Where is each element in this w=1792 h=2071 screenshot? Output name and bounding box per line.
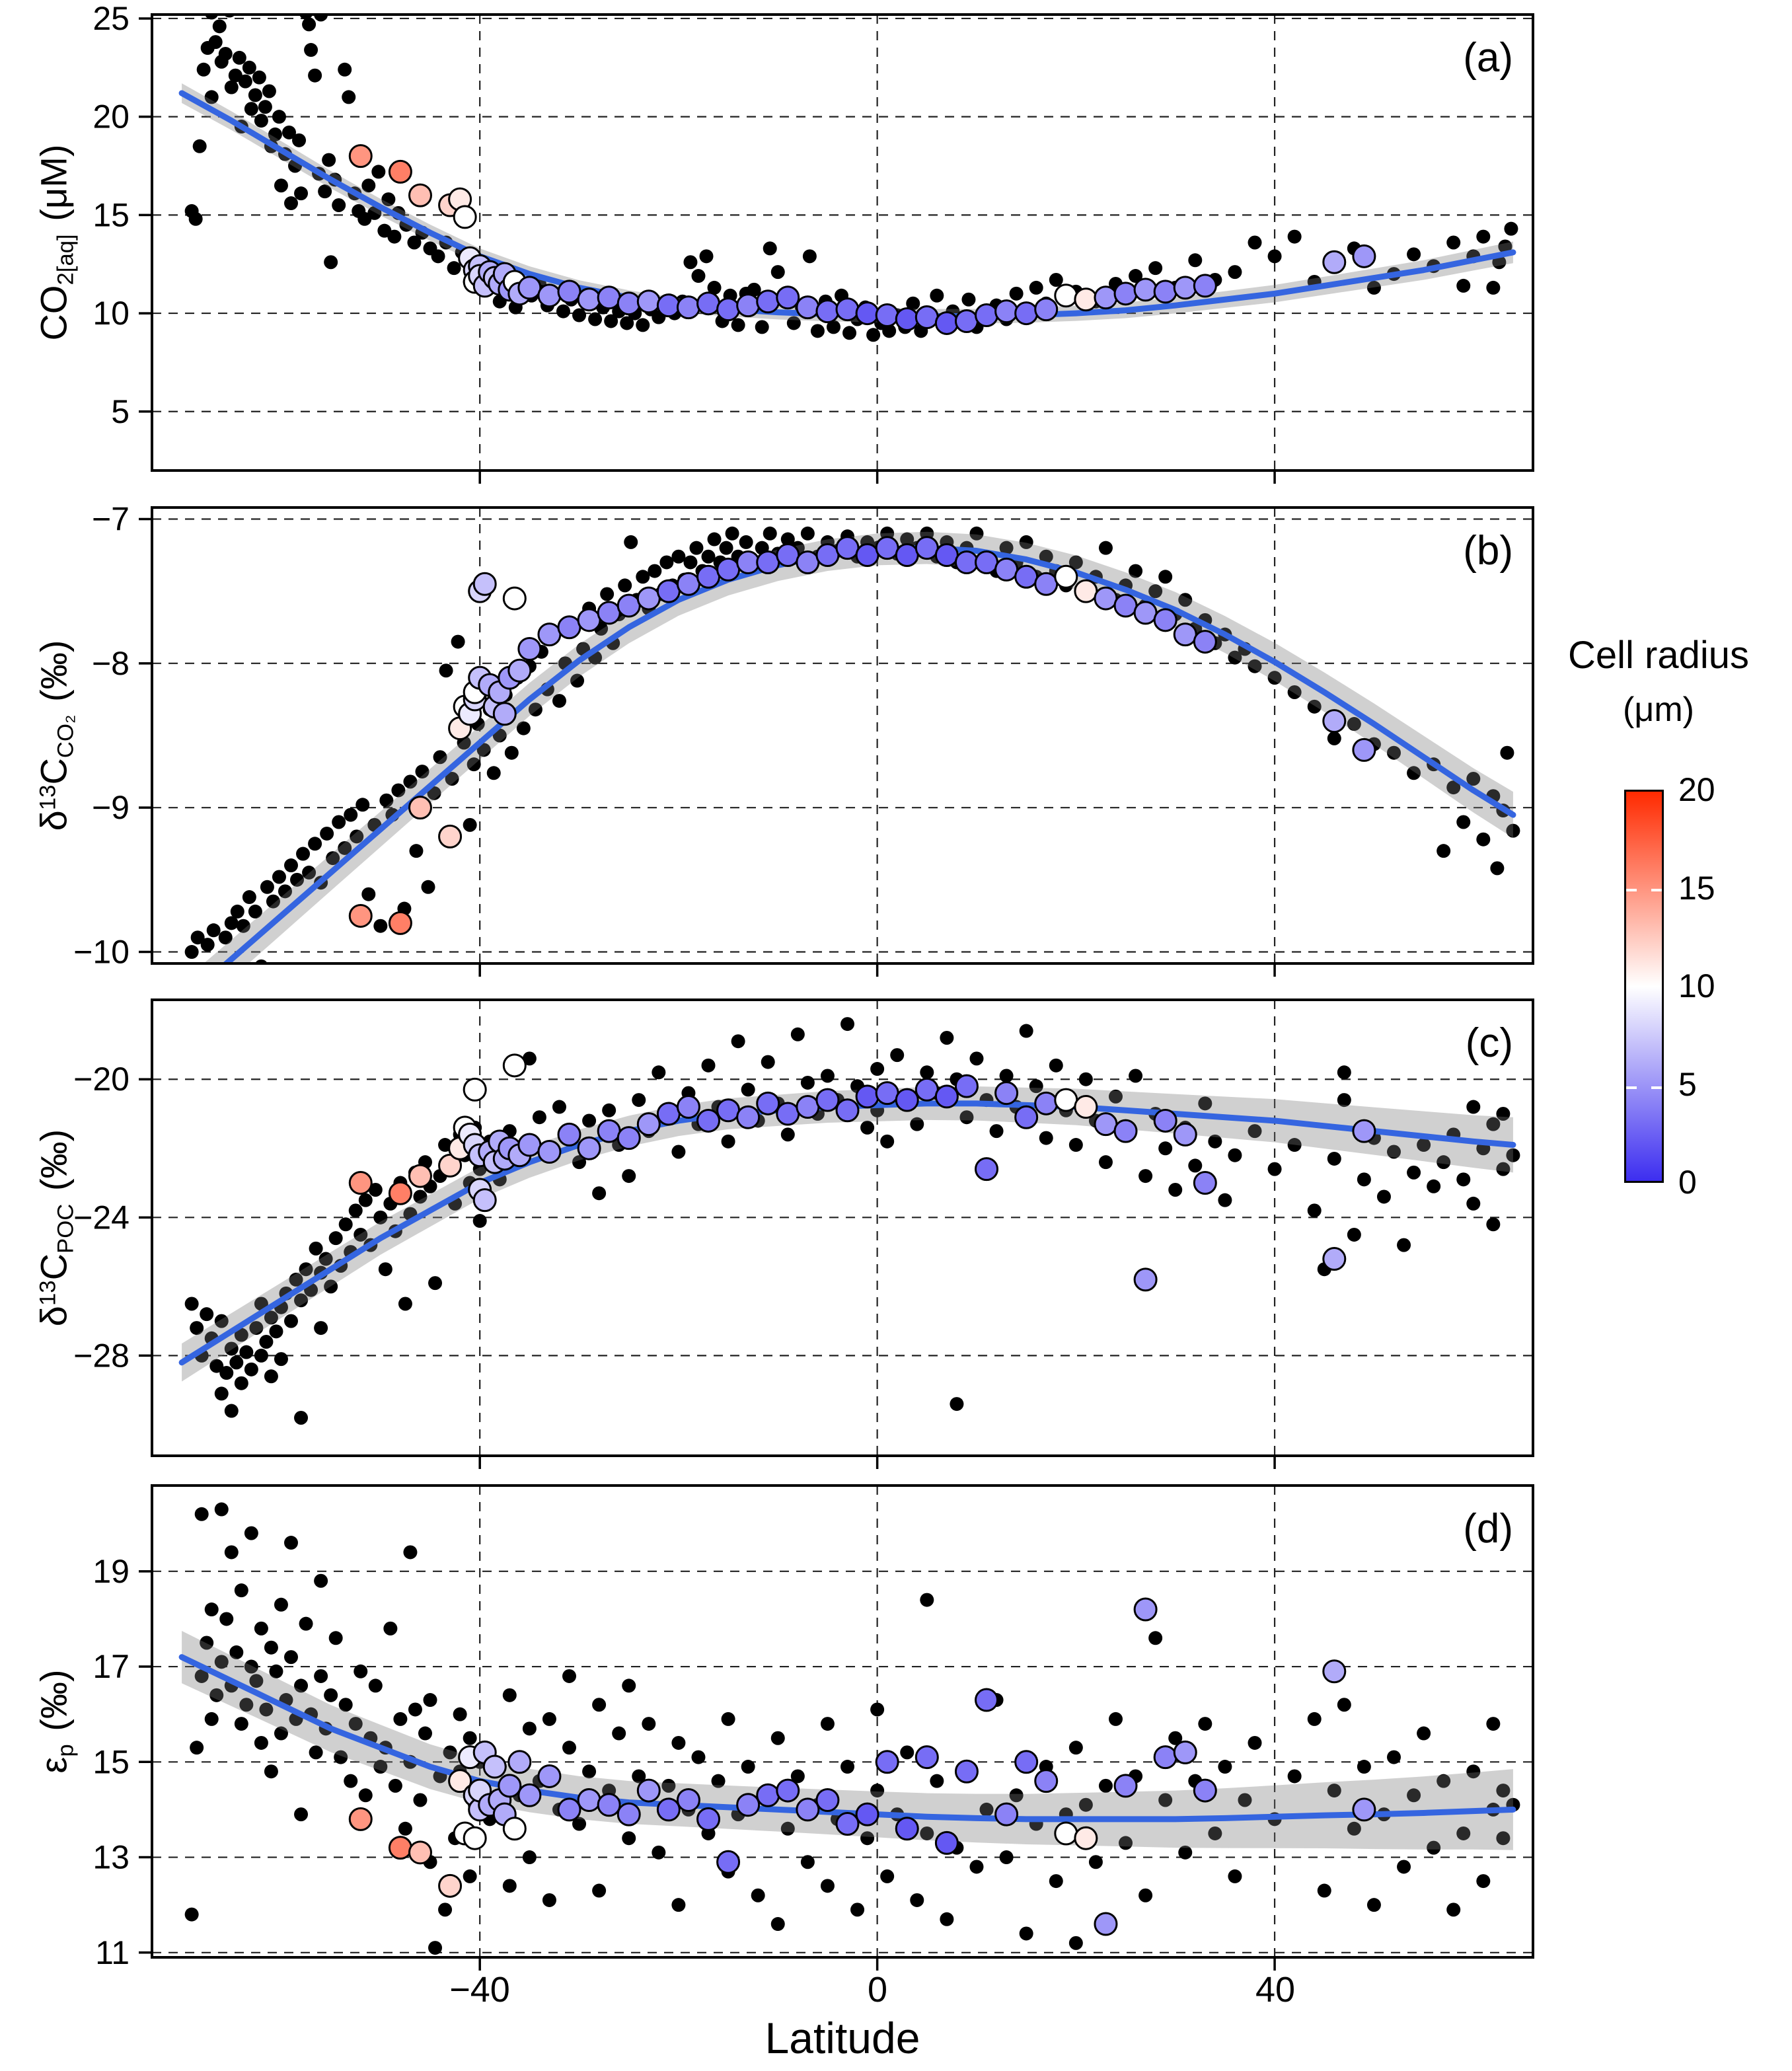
x-axis-title: Latitude (765, 2014, 920, 2062)
ylabel-pre: ε (32, 1756, 75, 1774)
legend-unit: (μm) (1623, 691, 1694, 729)
panel-c-gridlines (152, 1000, 1533, 1456)
y-tick-label: 11 (95, 1934, 130, 1971)
panel-a-gridlines (152, 15, 1533, 471)
panel-b-confidence-band (204, 531, 1513, 963)
y-tick-label: −20 (73, 1061, 130, 1098)
y-tick-label: 13 (93, 1839, 130, 1876)
panel-c-colored-points (348, 1053, 1376, 1292)
panel-letter-b: (b) (1463, 528, 1513, 574)
ylabel-sub: POC (53, 1203, 79, 1254)
y-tick-label: −9 (92, 789, 130, 826)
panel-b-gridlines (152, 508, 1533, 963)
x-tick-label: 40 (1255, 1970, 1296, 2010)
ylabel-sup: 13 (35, 784, 61, 811)
panel-a-axes: 25 20 15 10 5 (93, 0, 1534, 484)
ylabel-mid: C (32, 1253, 75, 1281)
panel-a-confidence-band (182, 83, 1513, 324)
y-tick-label: 15 (93, 1743, 130, 1780)
panel-c-axes: −20 −24 −28 (73, 998, 1534, 1469)
panel-b-axes: −7 −8 −9 −10 (73, 500, 1534, 977)
ylabel-pre: CO (32, 285, 75, 341)
colorbar-tick-dash (1626, 1086, 1637, 1089)
y-axis-label-c: δ13CPOC (‰) (32, 1129, 79, 1326)
ylabel-sub: 2[aq] (53, 234, 79, 285)
panel-d-axes: 19 17 15 13 11 (93, 1484, 1534, 1971)
colorbar-tick-label: 0 (1678, 1164, 1697, 1201)
y-tick-label: −8 (92, 645, 130, 682)
ylabel-sup: 13 (35, 1280, 61, 1306)
colorbar (1624, 790, 1664, 1183)
panel-d-gridlines (152, 1486, 1533, 1957)
y-tick-label: 20 (93, 98, 130, 135)
panel-b-colored-points (348, 536, 1376, 935)
colorbar-tick-label: 5 (1678, 1066, 1697, 1103)
y-tick-label: 15 (93, 196, 130, 233)
y-tick-label: 25 (93, 0, 130, 37)
colorbar-tick-dash (1651, 889, 1662, 891)
y-tick-label: −7 (92, 500, 130, 537)
legend-title: Cell radius (1568, 634, 1749, 677)
ylabel-unit: (‰) (32, 1129, 75, 1191)
ylabel-pre: δ (32, 810, 75, 831)
ylabel-sub: p (53, 1744, 79, 1757)
colorbar-tick-label: 10 (1678, 967, 1715, 1004)
ylabel-pre: δ (32, 1306, 75, 1327)
panel-b-black-points (184, 526, 1520, 963)
panel-letter-c: (c) (1465, 1020, 1513, 1066)
panel-d-colored-points (348, 1597, 1376, 1936)
ylabel-unit: (‰) (32, 1669, 75, 1731)
panel-b-smooth-line (221, 545, 1516, 963)
panel-letter-d: (d) (1463, 1506, 1513, 1552)
y-axis-label-b: δ13CCO₂ (‰) (32, 640, 79, 831)
y-tick-label: 10 (93, 295, 130, 332)
y-tick-label: −24 (73, 1199, 130, 1236)
ylabel-mid: C (32, 758, 75, 785)
panel-c-confidence-band (182, 1086, 1513, 1382)
y-tick-label: 19 (93, 1553, 130, 1590)
y-tick-label: −28 (73, 1337, 130, 1374)
colorbar-tick-label: 20 (1678, 771, 1715, 808)
colorbar-tick-dash (1651, 1086, 1662, 1089)
y-tick-label: 5 (111, 393, 130, 430)
y-axis-label-a: CO2[aq] (μM) (32, 144, 79, 340)
y-axis-label-d: εp (‰) (32, 1669, 79, 1773)
colorbar-tick-label: 15 (1678, 870, 1715, 907)
ylabel-sub: CO₂ (53, 714, 79, 759)
panel-a-colored-points (348, 144, 1376, 335)
panel-letter-a: (a) (1463, 35, 1513, 81)
ylabel-unit: (μM) (32, 144, 75, 221)
x-tick-label: −40 (449, 1970, 510, 2010)
x-tick-label: 0 (867, 1970, 888, 2010)
colorbar-tick-dash (1626, 889, 1637, 891)
y-tick-label: −10 (73, 934, 130, 971)
ylabel-unit: (‰) (32, 640, 75, 702)
y-tick-label: 17 (93, 1648, 130, 1685)
